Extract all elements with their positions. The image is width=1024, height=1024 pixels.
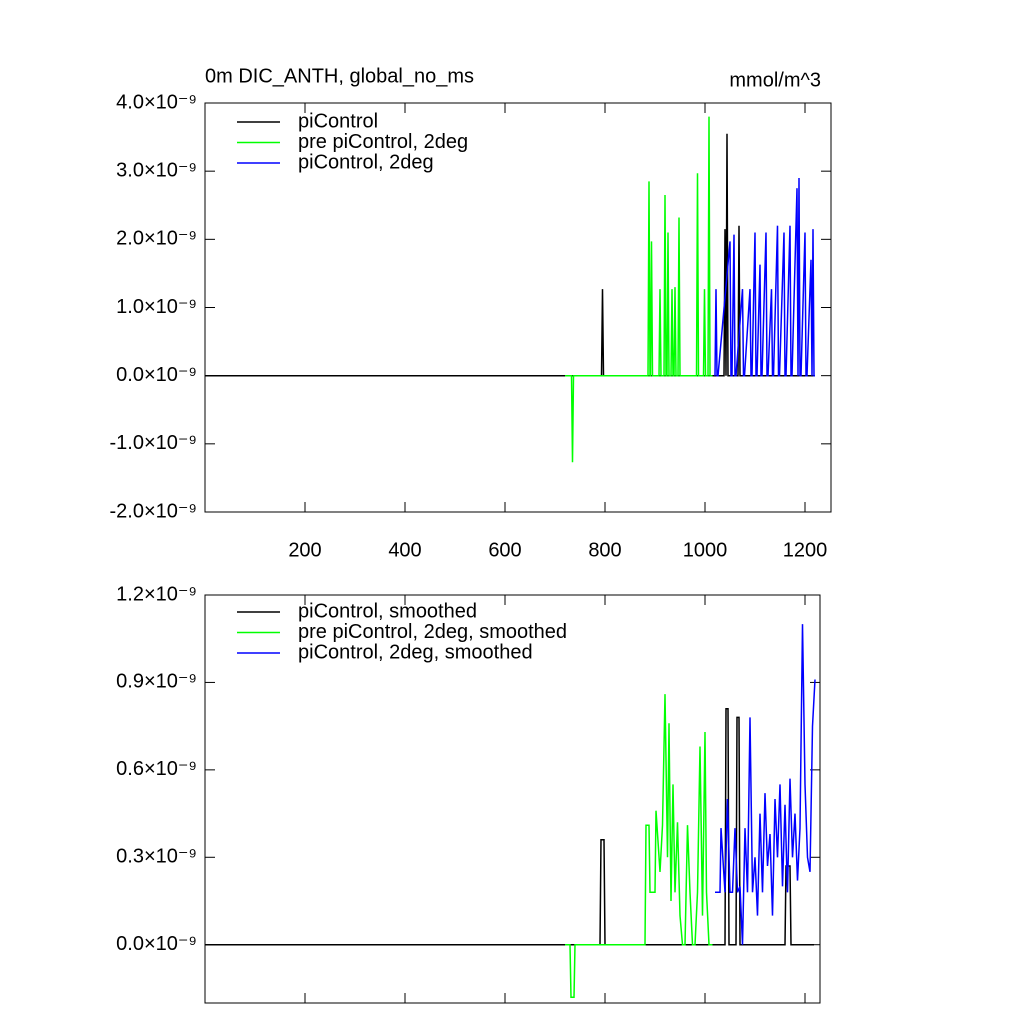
- series-line: [565, 116, 713, 463]
- legend-label: piControl, 2deg: [298, 151, 434, 173]
- chart-title: 0m DIC_ANTH, global_no_ms: [205, 65, 474, 87]
- y-tick-label: 0.6×10⁻⁹: [116, 758, 197, 780]
- x-tick-label: 600: [488, 539, 521, 561]
- x-tick-label: 1200: [783, 539, 828, 561]
- y-tick-label: 2.0×10⁻⁹: [116, 228, 197, 250]
- x-tick-label: 400: [388, 539, 421, 561]
- y-tick-label: -1.0×10⁻⁹: [109, 432, 197, 454]
- series-line: [565, 694, 713, 998]
- y-tick-label: 4.0×10⁻⁹: [116, 91, 197, 113]
- x-tick-label: 200: [288, 539, 321, 561]
- legend-label: pre piControl, 2deg, smoothed: [298, 621, 567, 643]
- y-tick-label: 0.0×10⁻⁹: [116, 364, 197, 386]
- y-tick-label: 0.0×10⁻⁹: [116, 933, 197, 955]
- plot-frame: [204, 594, 821, 1004]
- legend-label: piControl: [298, 110, 378, 132]
- legend-label: piControl, 2deg, smoothed: [298, 641, 533, 663]
- legend-label: pre piControl, 2deg: [298, 131, 468, 153]
- series-line: [714, 177, 815, 377]
- series-line: [205, 133, 815, 377]
- x-tick-label: 800: [588, 539, 621, 561]
- y-tick-label: 1.2×10⁻⁹: [116, 583, 197, 605]
- series-line: [205, 707, 814, 946]
- y-tick-label: -2.0×10⁻⁹: [109, 500, 197, 522]
- units-label: mmol/m^3: [729, 69, 821, 91]
- y-tick-label: 0.9×10⁻⁹: [116, 671, 197, 693]
- x-tick-label: 1000: [683, 539, 728, 561]
- y-tick-label: 1.0×10⁻⁹: [116, 296, 197, 318]
- legend-label: piControl, smoothed: [298, 600, 477, 622]
- y-tick-label: 0.3×10⁻⁹: [116, 846, 197, 868]
- y-tick-label: 3.0×10⁻⁹: [116, 159, 197, 181]
- series-line: [715, 624, 816, 945]
